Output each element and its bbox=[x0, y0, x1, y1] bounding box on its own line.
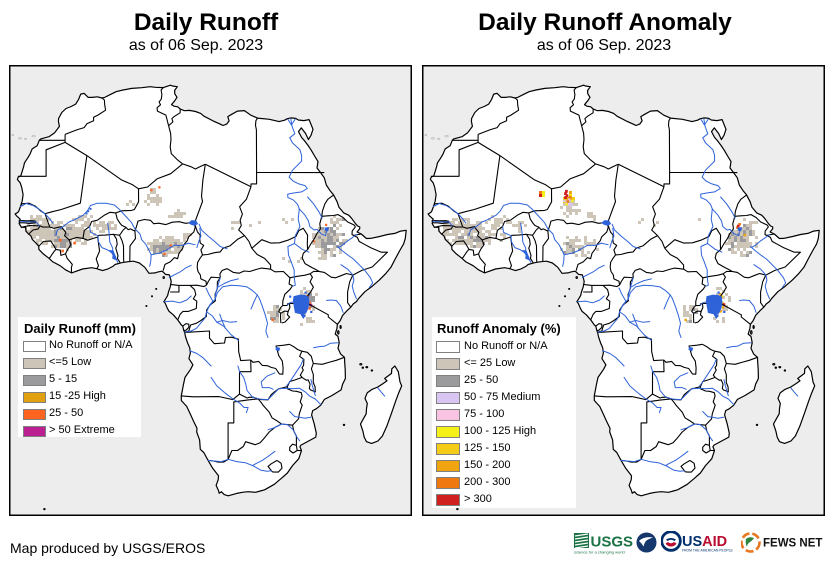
svg-text:science for a changing world: science for a changing world bbox=[574, 550, 625, 555]
svg-text:FEWS NET: FEWS NET bbox=[763, 538, 822, 550]
svg-text:USGS: USGS bbox=[591, 534, 634, 551]
svg-text:FROM THE AMERICAN PEOPLE: FROM THE AMERICAN PEOPLE bbox=[682, 549, 734, 553]
svg-text:USAID: USAID bbox=[682, 534, 727, 550]
